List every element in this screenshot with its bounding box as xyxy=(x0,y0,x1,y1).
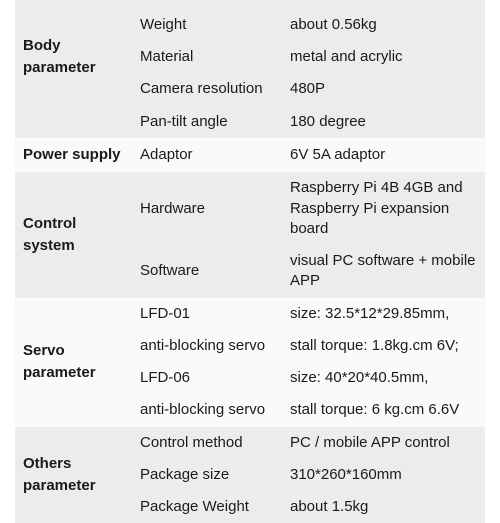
spec-value: PC / mobile APP control xyxy=(282,427,485,459)
spec-field: LFD-01 xyxy=(132,298,282,330)
table-row: Others parameterControl methodPC / mobil… xyxy=(15,427,485,459)
group-label: Body parameter xyxy=(15,0,132,138)
table-row: Body parameterDimension205*120*293mm xyxy=(15,0,485,9)
group-label: Others parameter xyxy=(15,427,132,523)
spec-value: size: 40*20*40.5mm, xyxy=(282,362,485,394)
group-label: Control system xyxy=(15,172,132,297)
spec-field: Camera resolution xyxy=(132,73,282,105)
spec-value: 205*120*293mm xyxy=(282,0,485,9)
spec-field: Adaptor xyxy=(132,138,282,173)
spec-field: Software xyxy=(132,245,282,298)
spec-field: Package size xyxy=(132,459,282,491)
spec-value: 180 degree xyxy=(282,106,485,138)
spec-field: Package Weight xyxy=(132,491,282,523)
spec-value: Raspberry Pi 4B 4GB and Raspberry Pi exp… xyxy=(282,172,485,245)
spec-table-wrap: Body parameterDimension205*120*293mmWeig… xyxy=(15,0,485,523)
spec-value: stall torque: 1.8kg.cm 6V; xyxy=(282,330,485,362)
spec-value: stall torque: 6 kg.cm 6.6V xyxy=(282,394,485,426)
group-label: Power supply xyxy=(15,138,132,173)
table-row: Servo parameterLFD-01size: 32.5*12*29.85… xyxy=(15,298,485,330)
spec-value: 310*260*160mm xyxy=(282,459,485,491)
spec-value: 480P xyxy=(282,73,485,105)
spec-field: anti-blocking servo xyxy=(132,330,282,362)
spec-field: Pan-tilt angle xyxy=(132,106,282,138)
spec-value: visual PC software + mobile APP xyxy=(282,245,485,298)
spec-value: size: 32.5*12*29.85mm, xyxy=(282,298,485,330)
spec-field: LFD-06 xyxy=(132,362,282,394)
spec-value: metal and acrylic xyxy=(282,41,485,73)
spec-value: 6V 5A adaptor xyxy=(282,138,485,173)
table-row: Control systemHardwareRaspberry Pi 4B 4G… xyxy=(15,172,485,245)
spec-table: Body parameterDimension205*120*293mmWeig… xyxy=(15,0,485,523)
spec-field: Control method xyxy=(132,427,282,459)
table-row: Power supplyAdaptor6V 5A adaptor xyxy=(15,138,485,173)
spec-field: Weight xyxy=(132,9,282,41)
spec-field: Material xyxy=(132,41,282,73)
spec-field: anti-blocking servo xyxy=(132,394,282,426)
group-label: Servo parameter xyxy=(15,298,132,427)
spec-value: about 0.56kg xyxy=(282,9,485,41)
spec-value: about 1.5kg xyxy=(282,491,485,523)
spec-field: Hardware xyxy=(132,172,282,245)
spec-field: Dimension xyxy=(132,0,282,9)
